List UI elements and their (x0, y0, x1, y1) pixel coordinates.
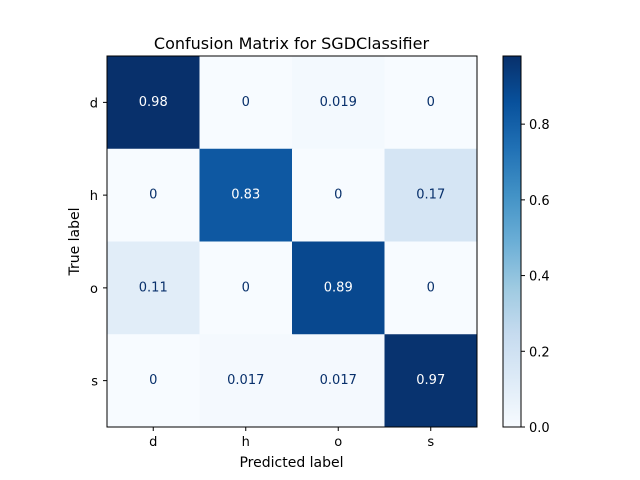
cell-value-label-h-d: 0 (149, 188, 157, 203)
cell-value-label-o-s: 0 (427, 280, 435, 295)
heatmap-cell-o-o (292, 241, 385, 335)
cell-value-label-d-o: 0.019 (320, 95, 357, 110)
cell-value-label-s-o: 0.017 (320, 373, 357, 388)
colorbar-gradient (502, 55, 522, 428)
x-tick-label-h: h (242, 435, 250, 450)
y-tick-label-s: s (91, 375, 98, 390)
heatmap-cell-h-h (199, 148, 293, 242)
y-tick-label-d: d (90, 96, 98, 111)
heatmap-cell-s-d (107, 334, 200, 428)
cell-value-label-o-d: 0.11 (139, 280, 168, 295)
cell-value-label-d-d: 0.98 (139, 95, 168, 110)
heatmap-cell-h-o (292, 148, 385, 242)
y-tick-label-h: h (90, 189, 98, 204)
colorbar: 0.0 0.2 0.4 0.6 0.8 (502, 55, 550, 436)
heatmap-cell-o-h (199, 241, 293, 335)
cell-value-label-s-d: 0 (149, 373, 157, 388)
colorbar-tick-label-3: 0.6 (529, 194, 550, 209)
colorbar-ticks: 0.0 0.2 0.4 0.6 0.8 (521, 118, 550, 436)
y-axis: d h o s (90, 96, 107, 390)
x-axis-label: Predicted label (239, 455, 343, 471)
colorbar-tick-label-0: 0.0 (529, 421, 550, 436)
heatmap-cell-d-s (384, 56, 478, 150)
heatmap-plot-area: 0.98 0 0.019 0 0 0.83 0 0.17 0.11 0 0.89 0 0 0.017 0.0… (107, 56, 478, 428)
heatmap-cell-d-h (199, 56, 293, 150)
heatmap-cell-s-s (384, 334, 478, 428)
colorbar-tick-label-1: 0.2 (529, 345, 550, 360)
plot-frame (106, 55, 478, 428)
y-axis-label: True label (67, 207, 83, 276)
x-tick-label-d: d (149, 435, 157, 450)
y-tick-label-o: o (90, 282, 98, 297)
cell-value-label-d-s: 0 (427, 95, 435, 110)
x-tick-label-o: o (334, 435, 342, 450)
cell-value-label-h-s: 0.17 (416, 188, 445, 203)
cell-value-label-o-h: 0 (242, 280, 250, 295)
heatmap-cell-o-d (107, 241, 200, 335)
cell-value-label-h-h: 0.83 (231, 188, 260, 203)
heatmap-cell-d-o (292, 56, 385, 150)
heatmap-cell-h-s (384, 148, 478, 242)
colorbar-tick-label-2: 0.4 (529, 270, 550, 285)
heatmap-cell-d-d (107, 56, 200, 150)
heatmap-cell-o-s (384, 241, 478, 335)
heatmap-cell-s-o (292, 334, 385, 428)
heatmap-cell-s-h (199, 334, 293, 428)
heatmap-cell-h-d (107, 148, 200, 242)
cell-value-label-h-o: 0 (334, 188, 342, 203)
chart-title: Confusion Matrix for SGDClassifier (154, 34, 430, 53)
cell-value-label-d-h: 0 (242, 95, 250, 110)
cell-value-label-o-o: 0.89 (324, 280, 353, 295)
x-tick-label-s: s (427, 435, 434, 450)
cell-value-label-s-s: 0.97 (416, 373, 445, 388)
cell-value-label-s-h: 0.017 (227, 373, 264, 388)
colorbar-tick-label-4: 0.8 (529, 118, 550, 133)
